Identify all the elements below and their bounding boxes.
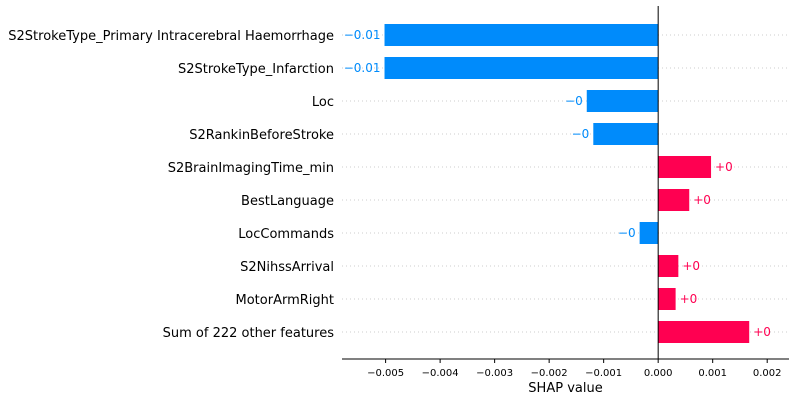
x-tick-label: −0.004 <box>422 368 459 379</box>
x-tick-label: −0.002 <box>531 368 568 379</box>
x-ticks: −0.005 −0.004 −0.003 −0.002 −0.001 0.000 0.001… <box>367 359 782 379</box>
feature-label: S2BrainImagingTime_min <box>168 161 334 176</box>
bar-3 <box>593 123 659 145</box>
x-tick-label: 0.000 <box>644 368 673 379</box>
value-label: −0.01 <box>344 28 381 42</box>
value-label: −0 <box>618 226 636 240</box>
x-tick-label: 0.001 <box>698 368 727 379</box>
bar-5 <box>658 189 690 211</box>
bar-7 <box>658 255 679 277</box>
feature-label: LocCommands <box>238 227 334 242</box>
bar-1 <box>384 57 659 79</box>
value-label: +0 <box>693 193 711 207</box>
feature-label: Sum of 222 other features <box>163 326 335 341</box>
feature-labels: S2StrokeType_Primary Intracerebral Haemo… <box>8 29 334 341</box>
grid-lines <box>342 34 789 333</box>
value-label: −0.01 <box>344 61 381 75</box>
value-label: +0 <box>753 325 771 339</box>
bars <box>384 24 750 343</box>
bar-0 <box>384 24 659 46</box>
value-label: −0 <box>565 94 583 108</box>
value-label: −0 <box>572 127 590 141</box>
feature-label: MotorArmRight <box>236 293 334 308</box>
bar-2 <box>586 90 659 112</box>
feature-label: S2NihssArrival <box>240 260 334 275</box>
feature-label: BestLanguage <box>241 194 334 209</box>
x-axis-title: SHAP value <box>528 381 602 396</box>
feature-label: S2RankinBeforeStroke <box>189 128 334 143</box>
feature-label: Loc <box>312 95 334 110</box>
feature-label: S2StrokeType_Primary Intracerebral Haemo… <box>8 29 334 44</box>
x-tick-label: −0.005 <box>367 368 404 379</box>
x-tick-label: −0.003 <box>476 368 513 379</box>
x-tick-label: 0.002 <box>753 368 782 379</box>
bar-4 <box>658 156 712 178</box>
feature-label: S2StrokeType_Infarction <box>178 62 334 77</box>
bar-9 <box>658 321 750 343</box>
value-label: +0 <box>715 160 733 174</box>
value-labels: −0.01 −0.01 −0 −0 +0 +0 −0 +0 +0 +0 <box>344 28 771 339</box>
value-label: +0 <box>680 292 698 306</box>
bar-6 <box>639 222 659 244</box>
value-label: +0 <box>682 259 700 273</box>
x-tick-label: −0.001 <box>585 368 622 379</box>
bar-8 <box>658 288 676 310</box>
